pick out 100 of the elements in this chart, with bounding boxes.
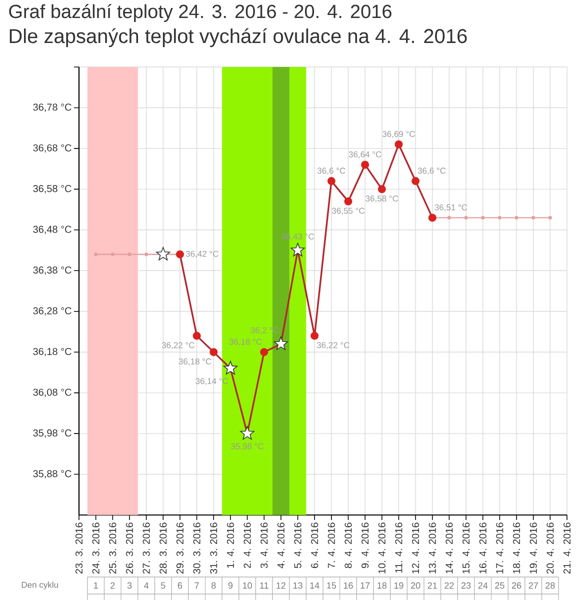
point — [290, 242, 305, 256]
data-label: 36,6 °C — [318, 168, 346, 175]
x2-tick-label: 4 — [144, 582, 149, 589]
chart-title: Graf bazální teploty 24. 3. 2016 - 20. 4. 2016 — [9, 4, 392, 22]
x2-tick-label: 27 — [528, 582, 538, 589]
x2-tick-label: 25 — [495, 582, 504, 589]
x2-tick-label: 21 — [428, 582, 437, 589]
data-label: 36,51 °C — [434, 204, 468, 212]
x2-tick-label: 13 — [293, 582, 302, 589]
x-tick-label: 18. 4. 2016 — [512, 522, 520, 574]
point — [156, 246, 170, 260]
x-tick-label: 25. 3. 2016 — [109, 522, 116, 574]
point — [428, 214, 436, 222]
x-tick-label: 10. 4. 2016 — [378, 522, 386, 574]
x-tick-label: 9. 4. 2016 — [362, 522, 369, 568]
y-tick-label: 36,08 °C — [33, 388, 72, 397]
point — [128, 252, 132, 256]
point — [274, 336, 288, 350]
x-tick-label: 29. 3. 2016 — [176, 522, 184, 574]
point — [412, 177, 420, 186]
x-tick-label: 1. 4. 2016 — [226, 522, 234, 568]
point — [514, 216, 518, 220]
point — [94, 252, 98, 256]
x-tick-label: 11. 4. 2016 — [395, 522, 402, 573]
point — [210, 348, 218, 356]
data-label: 36,22 °C — [162, 342, 194, 350]
x2-tick-label: 7 — [194, 582, 199, 589]
x-tick-label: 2. 4. 2016 — [244, 522, 251, 568]
y-tick-label: 36,48 °C — [33, 226, 72, 234]
x2-tick-label: 15 — [327, 582, 336, 589]
x-tick-label: 20. 4. 2016 — [546, 522, 554, 574]
x-tick-label: 3. 4. 2016 — [260, 522, 268, 568]
y-tick-label: 36,28 °C — [33, 307, 72, 316]
data-label: 36,22 °C — [316, 342, 350, 350]
point — [327, 177, 336, 186]
x-tick-label: 31. 3. 2016 — [210, 522, 218, 574]
x2-tick-label: 2 — [110, 582, 115, 589]
y-tick-label: 35,98 °C — [33, 429, 72, 438]
x2-tick-label: 23 — [461, 582, 471, 589]
x-tick-label: 6. 4. 2016 — [311, 522, 318, 568]
x-tick-label: 4. 4. 2016 — [277, 522, 284, 568]
point — [361, 160, 370, 169]
x2-tick-label: 26 — [512, 582, 522, 589]
point — [176, 250, 184, 258]
x2-tick-label: 14 — [310, 582, 320, 589]
point — [447, 216, 451, 220]
data-label: 36,6 °C — [418, 168, 446, 175]
point — [240, 426, 254, 440]
data-label: 36,64 °C — [348, 151, 382, 158]
x-tick-label: 19. 4. 2016 — [530, 522, 537, 574]
x-tick-label: 17. 4. 2016 — [496, 522, 504, 574]
point — [498, 216, 502, 220]
x2-tick-label: 9 — [228, 582, 233, 589]
y-tick-label: 36,78 °C — [33, 104, 72, 112]
y-tick-label: 36,58 °C — [33, 185, 72, 194]
point — [110, 252, 114, 256]
point — [192, 332, 201, 340]
x-tick-label: 27. 3. 2016 — [142, 522, 150, 574]
x2-tick-label: 8 — [212, 582, 216, 589]
x2-tick-label: 3 — [127, 582, 132, 589]
y-tick-label: 36,18 °C — [33, 348, 72, 356]
x-tick-label: 8. 4. 2016 — [344, 522, 352, 568]
point — [394, 140, 403, 148]
x-tick-label: 12. 4. 2016 — [412, 522, 420, 574]
x2-tick-label: 10 — [242, 582, 252, 589]
x-tick-label: 15. 4. 2016 — [462, 522, 470, 574]
data-label: 36,18 °C — [178, 358, 212, 366]
x-tick-label: 26. 3. 2016 — [126, 522, 134, 574]
data-label: 36,58 °C — [366, 196, 398, 203]
x-tick-label: 5. 4. 2016 — [294, 522, 302, 568]
x2-tick-label: 24 — [478, 582, 488, 589]
x2-tick-label: 17 — [360, 582, 370, 589]
x2-tick-label: 18 — [378, 582, 386, 589]
data-label: 35,98 °C — [231, 443, 264, 450]
x2-tick-label: 1 — [94, 582, 98, 589]
x2-tick-label: 6 — [178, 582, 182, 589]
x2-tick-label: 28 — [546, 582, 555, 589]
point — [223, 360, 238, 374]
x-tick-label: 30. 3. 2016 — [193, 522, 200, 574]
data-label: 36,42 °C — [186, 250, 218, 258]
point — [532, 216, 536, 220]
x-tick-label: 16. 4. 2016 — [479, 522, 486, 574]
chart-subtitle: Dle zapsaných teplot vychází ovulace na 4. 4. 2016 — [10, 28, 467, 48]
x2-tick-label: 22 — [444, 582, 454, 589]
x2-tick-label: 12 — [276, 582, 286, 589]
y-tick-label: 35,88 °C — [33, 470, 72, 478]
x-tick-label: 23. 3. 2016 — [75, 522, 83, 574]
x2-tick-label: 5 — [160, 582, 166, 589]
x2-tick-label: 16 — [344, 582, 353, 589]
y-tick-label: 36,68 °C — [33, 144, 72, 153]
x-tick-label: 13. 4. 2016 — [428, 522, 436, 574]
point — [548, 216, 552, 220]
x-tick-label: 21. 4. 2016 — [563, 522, 571, 574]
x2-tick-label: 11 — [260, 582, 268, 589]
data-label: 36,2 °C — [250, 327, 279, 334]
x2-tick-label: 20 — [410, 582, 420, 589]
x-tick-label: 14. 4. 2016 — [446, 522, 453, 574]
data-label: 36,69 °C — [382, 131, 415, 138]
point — [344, 197, 352, 206]
x-tick-label: 28. 3. 2016 — [160, 522, 167, 574]
